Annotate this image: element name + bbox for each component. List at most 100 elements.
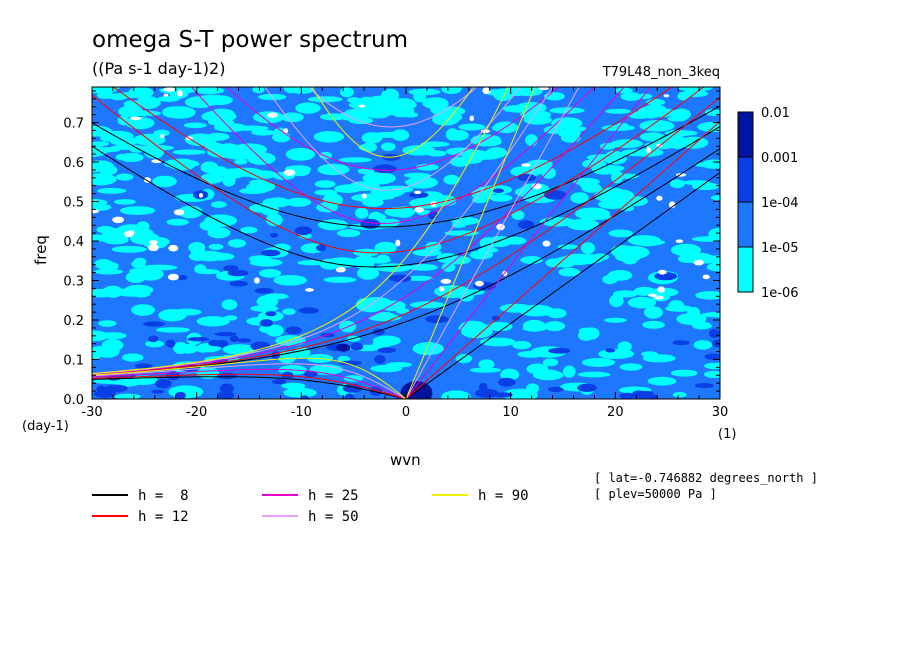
power-patch: [557, 128, 581, 138]
power-patch: [517, 220, 535, 230]
curve-h90-rossby-n1: [92, 357, 407, 399]
power-patch: [240, 226, 258, 234]
colorbar-label: 0.01: [761, 106, 790, 121]
power-hole: [335, 267, 346, 273]
curve-h90-kelvin: [405, 87, 536, 399]
power-patch: [544, 321, 566, 332]
power-hole: [656, 195, 663, 201]
power-patch: [273, 275, 308, 286]
power-patch: [613, 290, 638, 298]
power-hole: [648, 293, 657, 297]
power-patch: [539, 217, 576, 227]
power-patch: [347, 97, 362, 103]
power-patch: [97, 187, 127, 194]
power-hole: [130, 116, 142, 121]
power-patch: [561, 253, 595, 265]
power-hole: [267, 112, 278, 118]
power-patch: [285, 197, 312, 207]
power-patch: [265, 213, 283, 227]
power-patch: [497, 377, 516, 387]
power-patch: [581, 242, 595, 255]
power-patch: [384, 206, 416, 218]
x-axis-label: wvn: [390, 451, 421, 469]
y-tick-label: 0.0: [63, 393, 84, 408]
power-patch: [314, 180, 336, 188]
power-patch: [254, 287, 274, 294]
power-patch: [563, 365, 576, 378]
power-patch: [598, 199, 627, 209]
power-hole: [675, 239, 684, 243]
case-label: T79L48_non_3keq: [602, 65, 720, 80]
power-patch: [249, 179, 269, 186]
power-patch: [643, 306, 663, 319]
power-patch: [339, 360, 362, 366]
power-patch: [350, 342, 364, 351]
power-patch: [672, 391, 687, 398]
power-patch: [194, 87, 225, 95]
power-patch: [670, 369, 698, 377]
power-patch: [642, 354, 676, 363]
power-patch: [591, 164, 618, 175]
power-patch: [133, 257, 147, 266]
legend-label: h = 25: [308, 488, 359, 504]
power-patch: [92, 161, 110, 173]
power-patch: [356, 266, 380, 280]
power-patch: [371, 106, 400, 116]
power-hole: [149, 240, 158, 245]
power-patch: [208, 339, 221, 347]
power-patch: [282, 308, 296, 316]
y-tick-label: 0.3: [63, 275, 84, 290]
power-patch: [229, 335, 239, 342]
power-patch: [701, 159, 720, 169]
power-patch: [619, 363, 643, 371]
power-peak: [400, 381, 433, 399]
power-patch: [216, 145, 253, 152]
power-patch: [183, 122, 207, 129]
power-patch: [285, 147, 316, 161]
power-patch: [297, 260, 326, 266]
y-tick-label: 0.4: [63, 235, 84, 250]
power-patch: [620, 92, 642, 101]
power-hole: [469, 115, 474, 122]
power-patch: [94, 259, 113, 269]
power-hole: [168, 244, 179, 252]
power-patch: [249, 258, 283, 267]
power-patch: [522, 325, 547, 332]
power-patch: [132, 289, 151, 298]
power-patch: [701, 311, 720, 318]
power-patch: [704, 362, 720, 370]
power-hole: [160, 134, 165, 138]
power-patch: [458, 123, 486, 131]
power-patch: [95, 345, 120, 358]
power-patch: [409, 301, 445, 309]
power-hole: [173, 209, 185, 216]
power-patch: [579, 179, 593, 189]
power-patch: [196, 344, 210, 353]
power-patch: [512, 340, 532, 350]
power-hole: [521, 163, 531, 167]
power-patch: [259, 324, 283, 334]
power-patch: [166, 218, 189, 226]
power-hole: [305, 288, 314, 292]
dispersion-curves: [92, 87, 720, 399]
power-patch: [277, 350, 297, 364]
power-patch: [265, 311, 277, 317]
power-patch: [649, 394, 659, 399]
power-patch: [627, 296, 657, 309]
power-patch: [351, 193, 386, 202]
power-patch: [275, 335, 306, 346]
power-patch: [374, 312, 396, 320]
power-hole: [358, 104, 366, 108]
power-patch: [669, 179, 686, 189]
power-patch: [177, 274, 188, 281]
power-patch: [377, 347, 397, 354]
annotation-plev: [ plev=50000 Pa ]: [594, 487, 717, 501]
power-patch: [196, 269, 220, 275]
power-patch: [294, 226, 312, 236]
power-patch: [443, 174, 460, 185]
plot-area: [91, 86, 721, 400]
chart-title: omega S-T power spectrum: [92, 27, 408, 53]
power-patch: [357, 168, 375, 175]
power-hole: [163, 87, 176, 92]
power-patch: [549, 107, 585, 114]
